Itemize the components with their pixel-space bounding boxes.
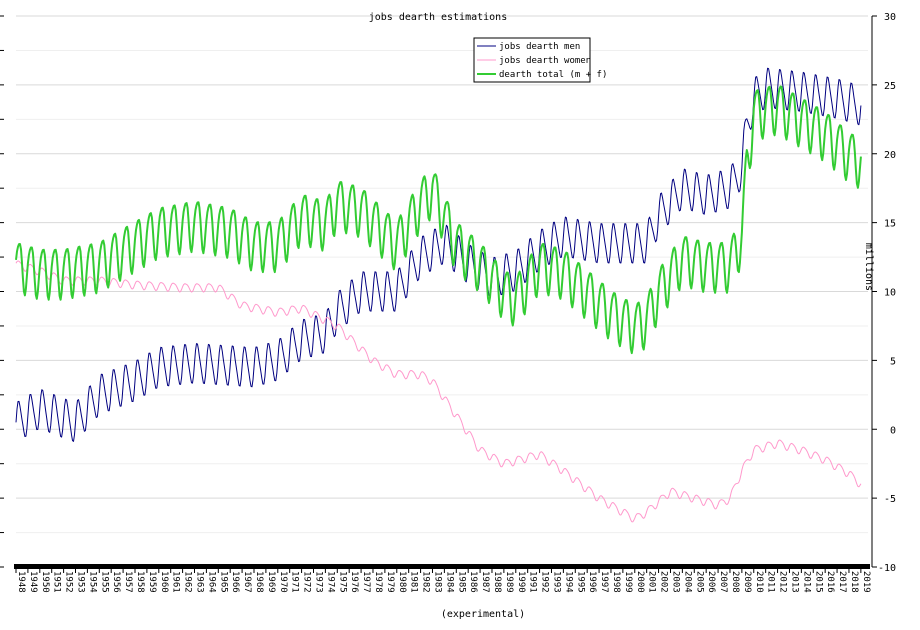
y-tick-label: 25 (884, 81, 896, 92)
x-tick-label: 1999 (623, 571, 633, 593)
x-tick-label: 1952 (64, 571, 74, 593)
x-tick-label: 2001 (647, 571, 657, 593)
x-tick-label: 1970 (278, 571, 288, 593)
x-tick-label: 1964 (206, 571, 216, 593)
x-tick-label: 1998 (611, 571, 621, 593)
x-tick-label: 1961 (171, 571, 181, 593)
x-tick-label: 1949 (28, 571, 38, 593)
x-tick-label: 1954 (87, 571, 97, 593)
x-tick-label: 1976 (349, 571, 359, 593)
x-tick-label: 2011 (766, 571, 776, 593)
y-axis-label: millions (863, 243, 874, 291)
x-tick-label: 2002 (659, 571, 669, 593)
x-tick-label: 1956 (111, 571, 121, 593)
x-tick-label: 2013 (789, 571, 799, 593)
x-tick-label: 1982 (421, 571, 431, 593)
x-tick-label: 1974 (325, 571, 335, 593)
x-tick-label: 1967 (242, 571, 252, 593)
y-tick-label: 0 (890, 425, 896, 436)
x-tick-label: 1992 (540, 571, 550, 593)
x-tick-label: 1985 (456, 571, 466, 593)
x-tick-label: 1971 (290, 571, 300, 593)
y-tick-label: 5 (890, 356, 896, 367)
x-tick-label: 1980 (397, 571, 407, 593)
x-tick-label: 1978 (373, 571, 383, 593)
x-tick-label: 1960 (159, 571, 169, 593)
x-tick-label: 1979 (385, 571, 395, 593)
x-tick-label: 1962 (183, 571, 193, 593)
x-tick-label: 2019 (861, 571, 871, 593)
x-tick-label: 2015 (813, 571, 823, 593)
x-tick-label: 1948 (16, 571, 26, 593)
chart-title: jobs dearth estimations (369, 12, 507, 23)
x-tick-label: 2017 (837, 571, 847, 593)
x-tick-label: 2004 (682, 571, 692, 593)
x-tick-label: 1953 (75, 571, 85, 593)
x-tick-label: 1975 (337, 571, 347, 593)
x-axis-band (14, 564, 870, 569)
x-tick-label: 1963 (194, 571, 204, 593)
x-tick-label: 1988 (492, 571, 502, 593)
x-tick-label: 1958 (135, 571, 145, 593)
series-line (15, 260, 862, 523)
x-tick-label: 1984 (444, 571, 454, 593)
legend-label-women: jobs dearth women (499, 56, 591, 66)
x-tick-label: 1966 (230, 571, 240, 593)
x-tick-label: 2006 (706, 571, 716, 593)
y-tick-label: -10 (878, 563, 896, 574)
series-line (15, 85, 862, 355)
x-tick-label: 2007 (718, 571, 728, 593)
x-tick-label: 1994 (563, 571, 573, 593)
x-tick-label: 1995 (575, 571, 585, 593)
legend: jobs dearth men jobs dearth women dearth… (473, 37, 607, 83)
x-tick-label: 1977 (361, 571, 371, 593)
x-tick-label: 1990 (516, 571, 526, 593)
x-tick-label: 2005 (694, 571, 704, 593)
y-tick-label: 10 (884, 288, 896, 299)
x-tick-label: 1950 (40, 571, 50, 593)
series-line (15, 67, 862, 442)
x-tick-label: 1969 (266, 571, 276, 593)
x-tick-label: 1957 (123, 571, 133, 593)
x-tick-label: 1991 (528, 571, 538, 593)
x-tick-label: 1965 (218, 571, 228, 593)
x-tick-label: 2009 (742, 571, 752, 593)
x-tick-label: 1986 (468, 571, 478, 593)
x-tick-label: 2000 (635, 571, 645, 593)
legend-label-men: jobs dearth men (499, 42, 580, 52)
legend-label-total: dearth total (m + f) (499, 70, 607, 80)
y-tick-label: 30 (884, 12, 896, 23)
x-tick-label: 1993 (551, 571, 561, 593)
y-tick-label: 20 (884, 150, 896, 161)
x-tick-label: 1951 (52, 571, 62, 593)
x-tick-label: 1968 (254, 571, 264, 593)
x-tick-label: 1987 (480, 571, 490, 593)
x-tick-label: 2018 (849, 571, 859, 593)
x-tick-label: 1972 (302, 571, 312, 593)
x-tick-label: 1973 (313, 571, 323, 593)
x-tick-label: 1955 (99, 571, 109, 593)
x-tick-label: 2016 (825, 571, 835, 593)
x-axis-label: (experimental) (441, 609, 525, 620)
x-tick-label: 1997 (599, 571, 609, 593)
x-tick-label: 1959 (147, 571, 157, 593)
y-tick-label: 15 (884, 219, 896, 230)
x-tick-label: 1981 (409, 571, 419, 593)
x-tick-label: 1989 (504, 571, 514, 593)
x-tick-label: 2014 (801, 571, 811, 593)
x-tick-label: 2008 (730, 571, 740, 593)
x-tick-label: 1983 (432, 571, 442, 593)
x-tick-label: 2012 (778, 571, 788, 593)
y-tick-label: -5 (884, 494, 896, 505)
x-tick-label: 1996 (587, 571, 597, 593)
x-tick-label: 2003 (670, 571, 680, 593)
x-tick-label: 2010 (754, 571, 764, 593)
